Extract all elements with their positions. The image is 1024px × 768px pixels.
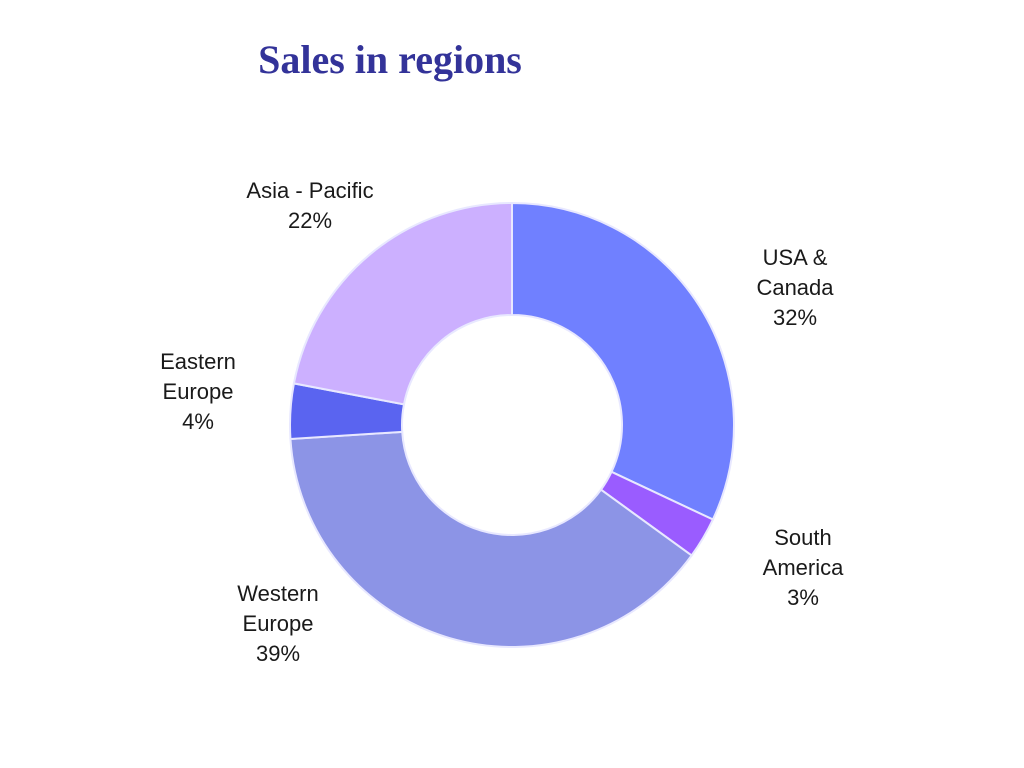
category-label: Eastern Europe (160, 349, 236, 404)
category-label: South America (762, 525, 844, 580)
value-label: 32% (772, 305, 818, 330)
value-label: 3% (787, 585, 819, 610)
category-label: Western Europe (237, 581, 319, 636)
value-label: 39% (255, 641, 301, 666)
data-label: USA & Canada 32% (740, 243, 850, 333)
donut-segment (289, 430, 693, 648)
category-label: Asia - Pacific (246, 178, 374, 203)
donut-segment (292, 201, 513, 406)
data-label: Western Europe 39% (223, 579, 333, 669)
data-label: South America 3% (748, 523, 858, 613)
data-label: Asia - Pacific 22% (210, 176, 410, 236)
category-label: USA & Canada (756, 245, 834, 300)
donut-segment (511, 201, 735, 521)
value-label: 4% (182, 409, 214, 434)
value-label: 22% (287, 208, 333, 233)
data-label: Eastern Europe 4% (143, 347, 253, 437)
chart-title: Sales in regions (258, 37, 522, 82)
